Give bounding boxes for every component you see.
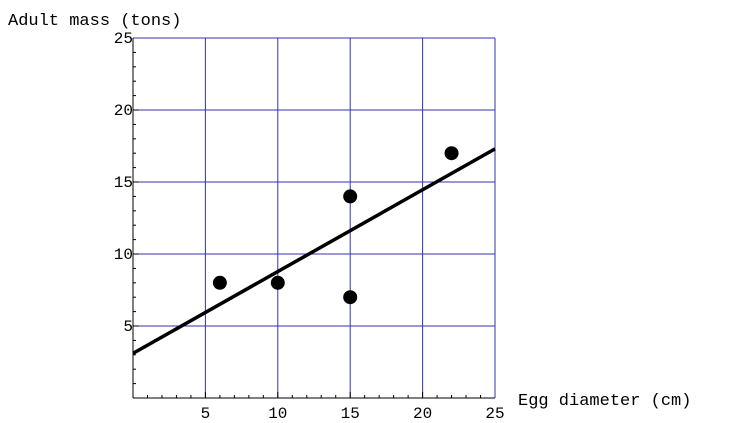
y-tick-label: 10 xyxy=(114,246,133,264)
x-tick-label: 10 xyxy=(268,405,287,423)
data-point xyxy=(343,189,358,204)
fit-line xyxy=(132,147,496,355)
data-point xyxy=(212,275,227,290)
data-point xyxy=(444,146,459,161)
x-tick-label: 20 xyxy=(413,405,432,423)
y-tick-label: 20 xyxy=(114,102,133,120)
axes xyxy=(132,38,495,399)
tick-labels: 5 10 15 20 25 5 10 15 20 25 xyxy=(114,30,505,423)
x-tick-label: 15 xyxy=(341,405,360,423)
marks xyxy=(132,146,496,355)
y-tick-label: 15 xyxy=(114,174,133,192)
minor-ticks xyxy=(133,51,482,398)
x-tick-label: 5 xyxy=(201,405,211,423)
data-point xyxy=(270,275,285,290)
x-axis-label: Egg diameter (cm) xyxy=(518,392,691,411)
x-tick-label: 25 xyxy=(485,405,504,423)
data-point xyxy=(343,290,358,305)
y-tick-label: 5 xyxy=(123,318,133,336)
y-tick-label: 25 xyxy=(114,30,133,48)
y-axis-label: Adult mass (tons) xyxy=(8,12,181,31)
grid xyxy=(133,37,496,398)
